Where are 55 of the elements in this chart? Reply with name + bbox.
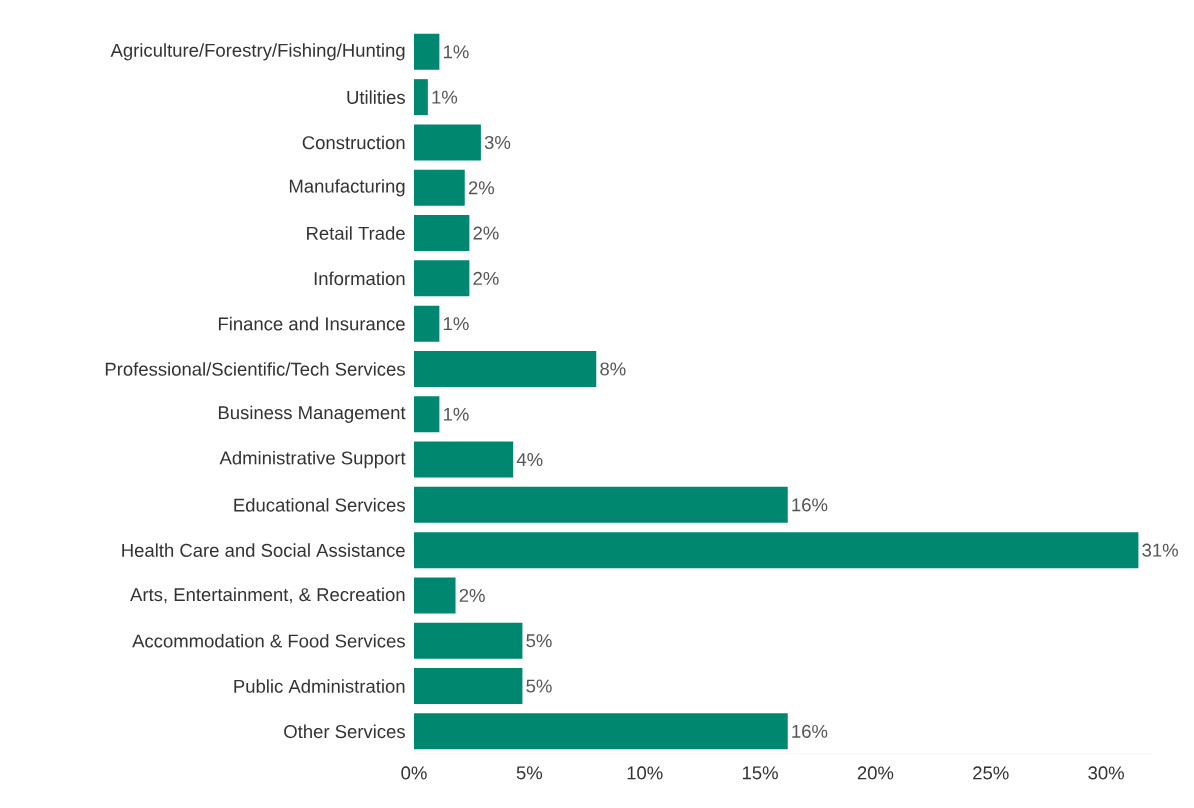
y-tick-label: Accommodation & Food Services	[132, 633, 405, 648]
y-tick-label: Construction	[302, 135, 405, 150]
y-tick-label: Health Care and Social Assistance	[122, 543, 405, 557]
data-label: 2%	[473, 271, 499, 285]
x-tick-label: 30%	[1088, 766, 1124, 780]
x-tick-label: 15%	[742, 766, 778, 780]
y-tick-label: Administrative Support	[219, 450, 406, 469]
bar	[414, 350, 597, 387]
bar	[414, 441, 514, 478]
y-tick-label: Utilities	[347, 90, 405, 104]
y-tick-label: Professional/Scientific/Tech Services	[105, 362, 405, 376]
bar	[414, 305, 440, 342]
bar	[414, 124, 481, 161]
y-tick-label: Arts, Entertainment, & Recreation	[130, 587, 405, 604]
data-label: 2%	[473, 226, 499, 240]
data-label: 5%	[526, 679, 552, 693]
y-tick-label: Finance and Insurance	[218, 316, 405, 331]
y-tick-label: Public Administration	[234, 679, 405, 693]
bar	[414, 396, 440, 433]
y-tick-label: Business Management	[218, 405, 406, 423]
bar	[414, 532, 1139, 569]
bar	[414, 577, 456, 614]
y-tick-label: Information	[314, 271, 405, 286]
data-label: 16%	[792, 724, 828, 738]
bar	[414, 622, 523, 659]
data-label: 1%	[443, 45, 469, 59]
y-tick-label: Other Services	[284, 724, 405, 739]
data-label: 1%	[432, 90, 458, 104]
bar	[414, 33, 440, 70]
x-tick-label: 0%	[401, 766, 427, 780]
data-label: 31%	[1142, 543, 1178, 557]
bar	[414, 713, 788, 750]
data-label: 5%	[526, 634, 552, 648]
data-label: 2%	[459, 588, 485, 602]
bar	[414, 260, 470, 297]
data-label: 16%	[792, 498, 828, 512]
data-label: 4%	[516, 453, 543, 467]
x-tick-label: 25%	[973, 766, 1009, 780]
data-label: 1%	[443, 317, 469, 331]
bar	[414, 79, 428, 116]
bar	[414, 668, 523, 705]
y-tick-label: Educational Services	[234, 498, 405, 512]
data-label: 3%	[484, 135, 511, 150]
bar	[414, 486, 788, 523]
x-tick-label: 20%	[857, 766, 894, 780]
data-label: 1%	[443, 407, 469, 421]
y-tick-label: Manufacturing	[289, 179, 405, 197]
y-tick-label: Retail Trade	[307, 226, 405, 240]
data-label: 2%	[468, 181, 495, 195]
bar	[414, 215, 470, 252]
x-tick-label: 10%	[627, 766, 663, 780]
x-tick-label: 5%	[516, 766, 543, 780]
data-label: 8%	[600, 362, 626, 376]
y-tick-label: Agriculture/Forestry/Fishing/Hunting	[110, 43, 405, 61]
bar	[414, 169, 465, 206]
